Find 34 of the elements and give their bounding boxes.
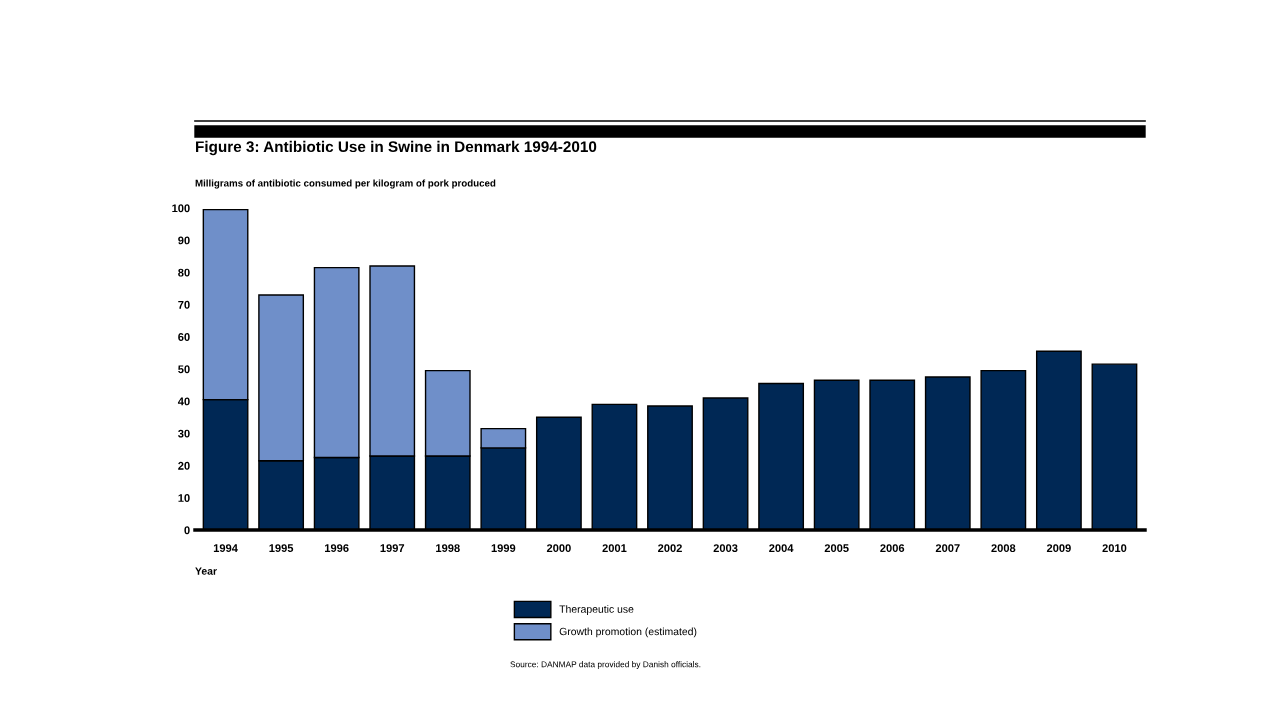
y-tick-label: 60	[178, 333, 190, 341]
y-tick-label: 20	[178, 461, 190, 470]
x-tick-label: 1994	[213, 544, 238, 553]
x-tick-label: 2009	[1046, 544, 1071, 553]
x-tick-label: 1998	[436, 544, 460, 553]
y-tick-label: 10	[178, 494, 190, 502]
x-tick-label: 2002	[658, 544, 682, 553]
x-tick-label: 2000	[546, 544, 571, 553]
source-note: Source: DANMAP data provided by Danish officials.	[510, 661, 701, 669]
y-tick-label: 0	[184, 526, 190, 535]
y-tick-label: 90	[178, 236, 190, 245]
x-tick-label: 2010	[1102, 544, 1127, 553]
x-tick-label: 2005	[824, 544, 849, 553]
x-axis-title: Year	[195, 567, 217, 575]
x-tick-label: 2001	[602, 544, 627, 553]
y-tick-label: 40	[177, 397, 190, 406]
y-tick-label: 80	[178, 268, 190, 277]
x-tick-label: 2004	[769, 544, 794, 553]
y-tick-label: 30	[178, 429, 190, 438]
chart-title: Figure 3: Antibiotic Use in Swine in Denmark 1994-2010	[196, 140, 597, 156]
y-tick-label: 70	[178, 300, 190, 309]
x-tick-label: 1996	[325, 544, 349, 553]
x-tick-label: 2006	[880, 544, 905, 553]
x-tick-label: 2007	[935, 544, 960, 553]
y-tick-label: 100	[172, 204, 190, 213]
x-tick-label: 1997	[380, 544, 405, 553]
x-tick-label: 2003	[713, 544, 738, 553]
y-axis-title: Milligrams of antibiotic consumed per kilogram of pork produced	[195, 179, 496, 189]
legend-label: Therapeutic use	[559, 605, 634, 615]
legend-label: Growth promotion (estimated)	[559, 627, 697, 638]
x-tick-label: 1995	[269, 544, 294, 553]
y-tick-label: 50	[178, 365, 190, 374]
x-tick-label: 2008	[991, 544, 1016, 553]
x-tick-label: 1999	[491, 544, 516, 553]
